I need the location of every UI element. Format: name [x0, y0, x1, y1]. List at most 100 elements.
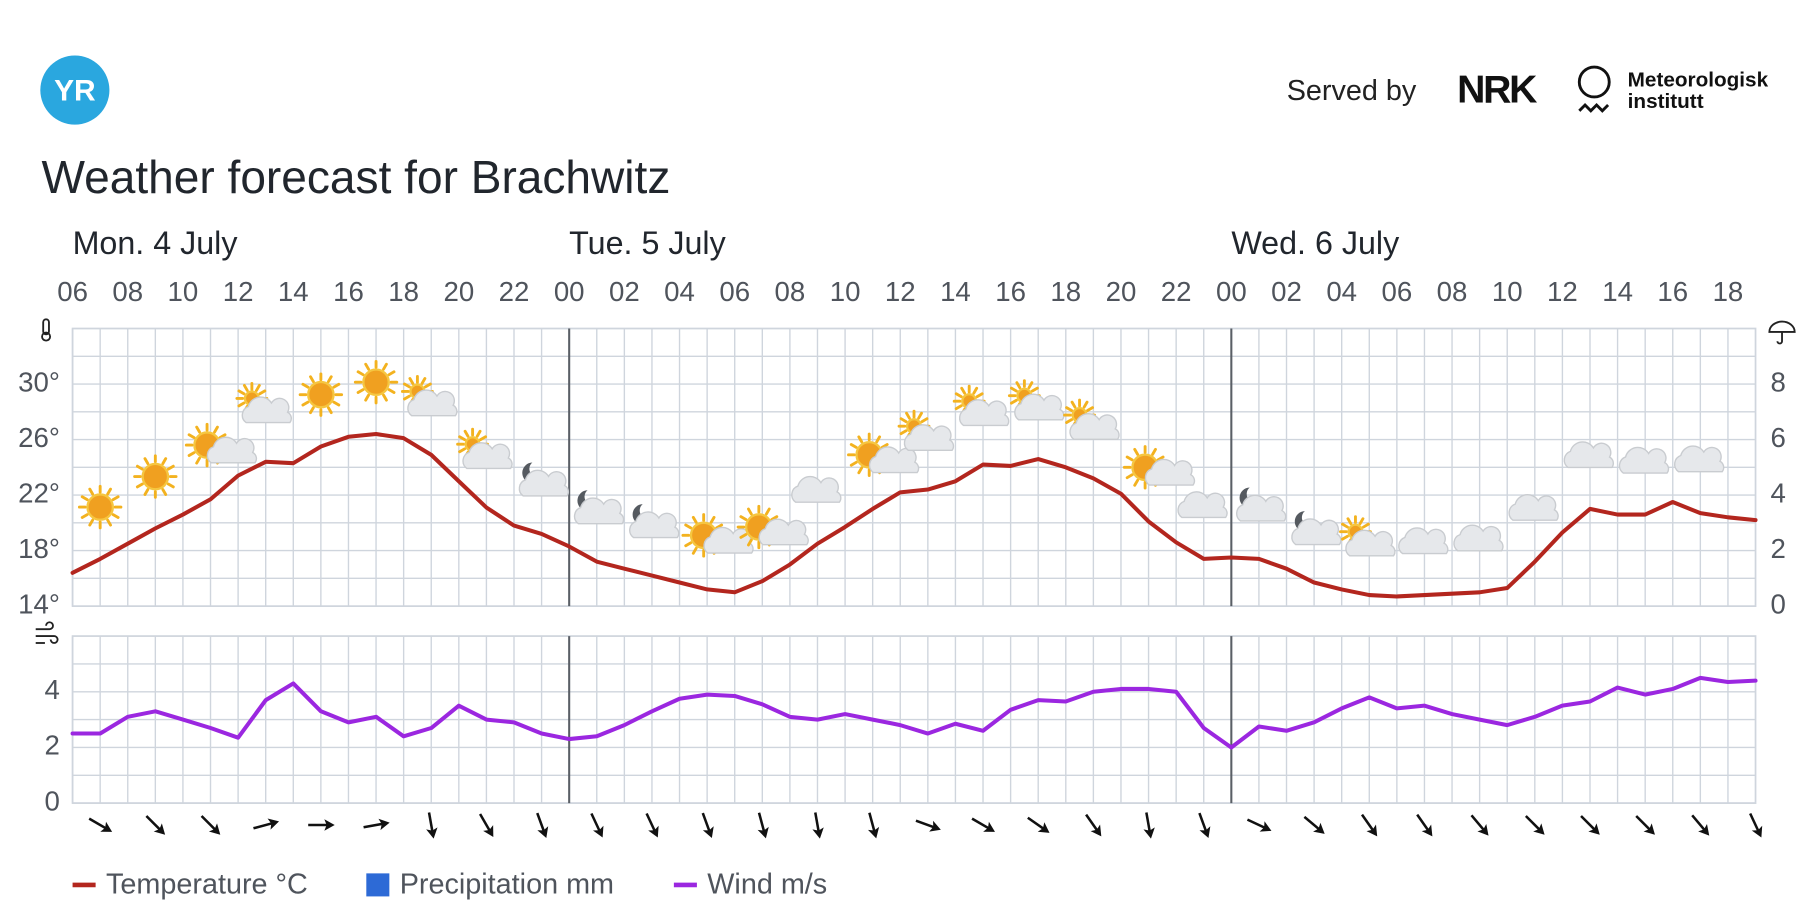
sun-ray [479, 435, 487, 442]
logo-circle [40, 55, 110, 125]
sun-ray [80, 495, 89, 502]
arrow-head [702, 826, 714, 838]
wind-arrow [645, 812, 659, 838]
sun-ray [166, 482, 175, 489]
sun-ray [218, 433, 227, 440]
sun-ray [1030, 386, 1039, 393]
x-tick-label: 20 [1106, 276, 1137, 307]
series-line [70, 432, 1758, 599]
arrow-head [1090, 824, 1102, 837]
wind-arrow [915, 819, 941, 832]
arrow-head [867, 826, 880, 839]
sun-ray [195, 425, 202, 434]
wind-arrow [867, 812, 880, 839]
cloud [573, 497, 625, 525]
x-tick-label: 12 [1547, 276, 1578, 307]
sun-ray [213, 425, 219, 434]
x-tick-label: 00 [554, 276, 585, 307]
cloud [1014, 393, 1065, 421]
day-label: Mon. 4 July [73, 225, 239, 261]
arrow-head [1259, 821, 1272, 832]
weather-symbol [1236, 487, 1287, 522]
arrow-head [1477, 823, 1489, 836]
x-tick-label: 06 [719, 276, 750, 307]
sun-ray [1065, 406, 1074, 412]
weather-symbol [952, 384, 1010, 427]
sun-ray [143, 457, 150, 466]
sun-ray [106, 487, 112, 496]
y2-tick-label: 4 [1771, 477, 1786, 508]
sun [362, 368, 390, 396]
sun-ray [364, 393, 371, 402]
x-tick-label: 14 [1602, 276, 1633, 307]
arrow-head [648, 825, 659, 838]
plot-border [71, 635, 1757, 804]
sun-ray [684, 523, 693, 530]
arrow-head [267, 818, 280, 830]
wind-arrow [1027, 816, 1050, 833]
wind-arrow [200, 815, 221, 835]
sun-ray [88, 518, 95, 527]
series-line [70, 675, 1758, 750]
wind-arrow [1303, 815, 1325, 834]
arrow-head [1199, 826, 1211, 838]
met-logo-wave [1578, 103, 1610, 113]
weather-symbol [791, 475, 842, 503]
sun-ray [1341, 522, 1349, 529]
sun-ray [1361, 522, 1370, 529]
sun-ray [187, 433, 196, 440]
plot-border [71, 327, 1757, 607]
sun-ray [1009, 398, 1018, 405]
y-tick-label: 4 [45, 674, 60, 705]
weather-symbol [235, 382, 293, 424]
sun-ray [332, 382, 341, 389]
sun-ray [161, 488, 168, 496]
sun-ray [143, 488, 150, 496]
sun-ray [301, 400, 310, 407]
x-tick-label: 20 [443, 276, 474, 307]
weather-symbol [298, 372, 344, 417]
sun-ray [1341, 534, 1349, 541]
sun-ray [691, 546, 698, 555]
sun-ray [849, 443, 858, 449]
x-tick-label: 12 [223, 276, 254, 307]
cloud [903, 424, 955, 452]
y2-tick-label: 2 [1771, 533, 1786, 564]
cloud [1236, 494, 1287, 522]
sun-ray [739, 515, 748, 521]
sun-ray [458, 447, 467, 454]
wind-arrow [812, 812, 824, 839]
sun-ray [382, 362, 388, 371]
sun-ray [747, 507, 753, 516]
sun-ray [387, 370, 396, 377]
x-tick-label: 00 [1216, 276, 1247, 307]
wind-arrow [590, 812, 604, 838]
arrow-head [1037, 822, 1050, 833]
cloud [1345, 529, 1396, 557]
sun-ray [770, 515, 779, 521]
sun-ray [420, 377, 427, 385]
sun-ray [960, 386, 967, 395]
sun-ray [747, 538, 753, 547]
sun-ray [387, 388, 396, 394]
sun-ray [954, 404, 963, 411]
arrow-head [983, 821, 995, 832]
sun-ray [356, 370, 365, 377]
x-tick-label: 04 [1326, 276, 1357, 307]
cloud [1177, 491, 1228, 519]
arrow-head [1313, 822, 1325, 834]
y2-tick-label: 8 [1771, 366, 1786, 397]
x-tick-label: 22 [1161, 276, 1192, 307]
wind-arrow [1085, 813, 1102, 837]
y2-tick-label: 6 [1771, 422, 1786, 453]
wind-arrow [478, 813, 494, 837]
sun-ray [111, 495, 120, 502]
wind-arrow [757, 812, 769, 839]
cloud [758, 518, 809, 546]
y-tick-label: 2 [45, 730, 60, 761]
sun-ray [1065, 418, 1074, 424]
sun-ray [255, 384, 261, 392]
arrow-head [1143, 827, 1155, 839]
sun-ray [899, 429, 908, 436]
